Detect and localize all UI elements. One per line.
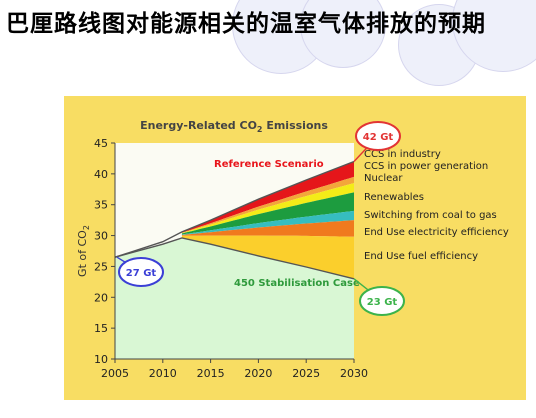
wedge-legend-label: CCS in industry — [364, 149, 441, 160]
wedge-area — [181, 161, 354, 233]
callout-27gt-text: 27 Gt — [126, 268, 157, 279]
x-tick-label: 2005 — [101, 367, 129, 380]
y-tick-label: 30 — [94, 230, 108, 243]
wedge-area — [181, 176, 354, 233]
callout-23gt — [359, 286, 405, 316]
wedge-area — [181, 192, 354, 235]
y-tick-label: 40 — [94, 168, 108, 181]
x-tick-label: 2015 — [197, 367, 225, 380]
wedge-legend-label: Switching from coal to gas — [364, 210, 497, 221]
callout-23gt-text: 23 Gt — [367, 297, 398, 308]
wedge-area — [181, 220, 354, 237]
y-axis-label: Gt of CO2 — [76, 225, 91, 277]
stabilisation-case-label: 450 Stabilisation Case — [234, 278, 360, 289]
y-tick-label: 45 — [94, 137, 108, 150]
y-tick-label: 10 — [94, 353, 108, 366]
stabilisation-area — [115, 238, 354, 359]
callout-42gt — [355, 121, 401, 151]
y-tick-label: 25 — [94, 260, 108, 273]
chart-title: Energy-Related CO2 Emissions — [140, 119, 328, 134]
wedge-legend-label: End Use electricity efficiency — [364, 227, 509, 238]
reference-scenario-label: Reference Scenario — [214, 159, 324, 170]
wedge-legend-label: CCS in power generation — [364, 161, 488, 172]
y-tick-label: 15 — [94, 322, 108, 335]
x-tick-label: 2010 — [149, 367, 177, 380]
background-circle — [300, 0, 386, 68]
wedge-legend-label: End Use fuel efficiency — [364, 251, 478, 262]
stabilisation-line — [114, 237, 355, 280]
callout-42gt-text: 42 Gt — [363, 132, 394, 143]
wedge-legend-label: Nuclear — [364, 173, 403, 184]
wedge-area — [181, 210, 354, 235]
slide-title: 巴厘路线图对能源相关的温室气体排放的预期 — [6, 10, 486, 37]
callout-27gt — [118, 257, 164, 287]
chart-panel: 10 15 20 25 30 35 40 45 2005 2010 2015 2020 2025 2030… — [64, 96, 526, 400]
reference-scenario-line — [114, 160, 355, 258]
wedge-legend-label: Renewables — [364, 192, 424, 203]
x-tick-label: 2030 — [340, 367, 368, 380]
y-tick-label: 35 — [94, 199, 108, 212]
wedge-area — [181, 183, 354, 234]
x-tick-label: 2020 — [244, 367, 272, 380]
x-tick-label: 2025 — [292, 367, 320, 380]
y-tick-label: 20 — [94, 291, 108, 304]
